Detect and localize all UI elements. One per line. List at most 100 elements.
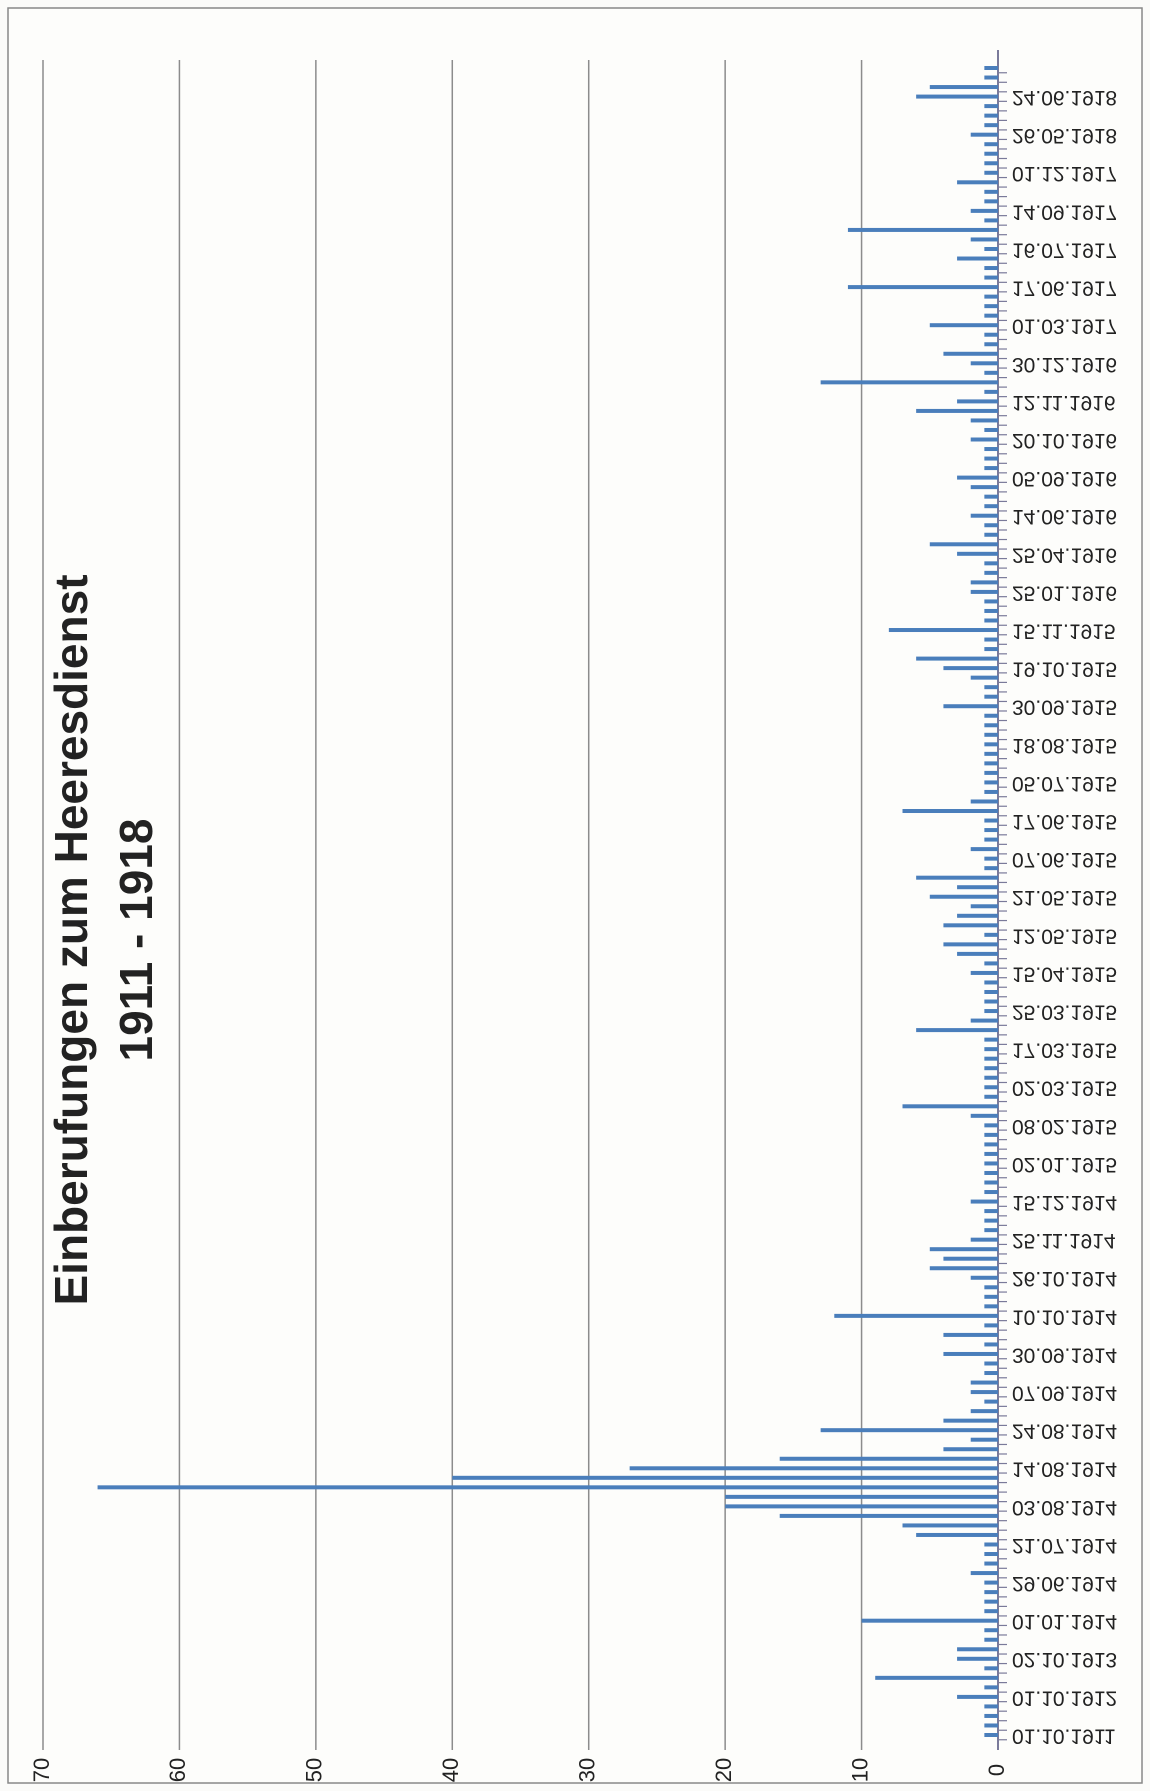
bar (984, 989, 998, 994)
bar (779, 1513, 998, 1518)
value-tick-label: 50 (302, 1758, 327, 1782)
bar (984, 1323, 998, 1328)
bar (984, 961, 998, 966)
bar (916, 1028, 998, 1033)
bar (929, 1266, 998, 1271)
bar (943, 1351, 998, 1356)
bar (984, 113, 998, 118)
bar (97, 1485, 999, 1490)
bar (984, 694, 998, 699)
bar (984, 932, 998, 937)
bar (984, 313, 998, 318)
value-tick-label: 40 (438, 1758, 463, 1782)
bar (984, 304, 998, 309)
category-label: 03.08.1914 (1012, 1496, 1117, 1519)
bar (984, 561, 998, 566)
category-label: 16.07.1917 (1012, 238, 1117, 261)
bar (970, 513, 998, 518)
bar (820, 380, 998, 385)
bar (929, 1247, 998, 1252)
bar (902, 809, 998, 814)
bar (984, 1037, 998, 1042)
bar (984, 1666, 998, 1671)
bar (984, 66, 998, 70)
bar (984, 780, 998, 785)
bar (984, 332, 998, 337)
bar (970, 237, 998, 242)
category-label: 02.03.1915 (1012, 1077, 1117, 1100)
bar (970, 485, 998, 490)
bar (984, 170, 998, 175)
bar (984, 723, 998, 728)
bar (984, 1218, 998, 1223)
bar (916, 94, 998, 99)
bar (929, 542, 998, 547)
bar (929, 323, 998, 328)
bar (957, 1647, 998, 1652)
bar (970, 1113, 998, 1118)
bar (888, 628, 998, 633)
bar (984, 1599, 998, 1604)
bar (984, 123, 998, 128)
bar (984, 1704, 998, 1709)
bar (984, 427, 998, 432)
bar (984, 999, 998, 1004)
chart-subtitle: 1911 - 1918 (110, 818, 162, 1061)
bar (957, 180, 998, 185)
category-label: 20.10.1916 (1012, 429, 1117, 452)
category-label: 08.02.1915 (1012, 1115, 1117, 1138)
category-label: 12.05.1915 (1012, 924, 1117, 947)
category-label: 17.06.1915 (1012, 810, 1117, 833)
bar (970, 1409, 998, 1414)
bar (984, 818, 998, 823)
bar (984, 532, 998, 537)
bar (957, 1694, 998, 1699)
bar (984, 1342, 998, 1347)
bar (916, 408, 998, 413)
bar (984, 447, 998, 452)
bar (875, 1675, 998, 1680)
category-label: 07.09.1914 (1012, 1382, 1117, 1405)
bar (984, 1628, 998, 1633)
bar (970, 361, 998, 366)
bar (970, 847, 998, 852)
bar (970, 675, 998, 680)
bar (984, 608, 998, 613)
bar (984, 1609, 998, 1614)
bar (970, 580, 998, 585)
bar (984, 1047, 998, 1052)
bar (970, 208, 998, 213)
category-label: 01.10.1911 (1012, 1724, 1116, 1747)
bar (970, 1199, 998, 1204)
bar (984, 1285, 998, 1290)
bar (984, 523, 998, 528)
bar (943, 666, 998, 671)
bar (984, 732, 998, 737)
bar (984, 1180, 998, 1185)
bar (984, 1542, 998, 1547)
category-label: 21.07.1914 (1012, 1534, 1117, 1557)
category-label: 05.09.1916 (1012, 467, 1117, 490)
category-label: 30.09.1914 (1012, 1343, 1117, 1366)
bar (984, 266, 998, 271)
bar (725, 1504, 998, 1509)
bar (970, 1571, 998, 1576)
category-label: 21.05.1915 (1012, 886, 1117, 909)
bar (984, 1142, 998, 1147)
bar (984, 342, 998, 347)
bar (984, 1361, 998, 1366)
bar (984, 456, 998, 461)
bar (970, 418, 998, 423)
category-label: 02.10.1913 (1012, 1648, 1117, 1671)
bar (984, 570, 998, 575)
bar (916, 875, 998, 880)
bar (984, 1190, 998, 1195)
bar (984, 1151, 998, 1156)
bar (970, 1390, 998, 1395)
bar (847, 285, 998, 290)
bar (779, 1456, 998, 1461)
bar (984, 1056, 998, 1061)
bar (957, 475, 998, 480)
bar (984, 1085, 998, 1090)
bar (629, 1466, 998, 1471)
